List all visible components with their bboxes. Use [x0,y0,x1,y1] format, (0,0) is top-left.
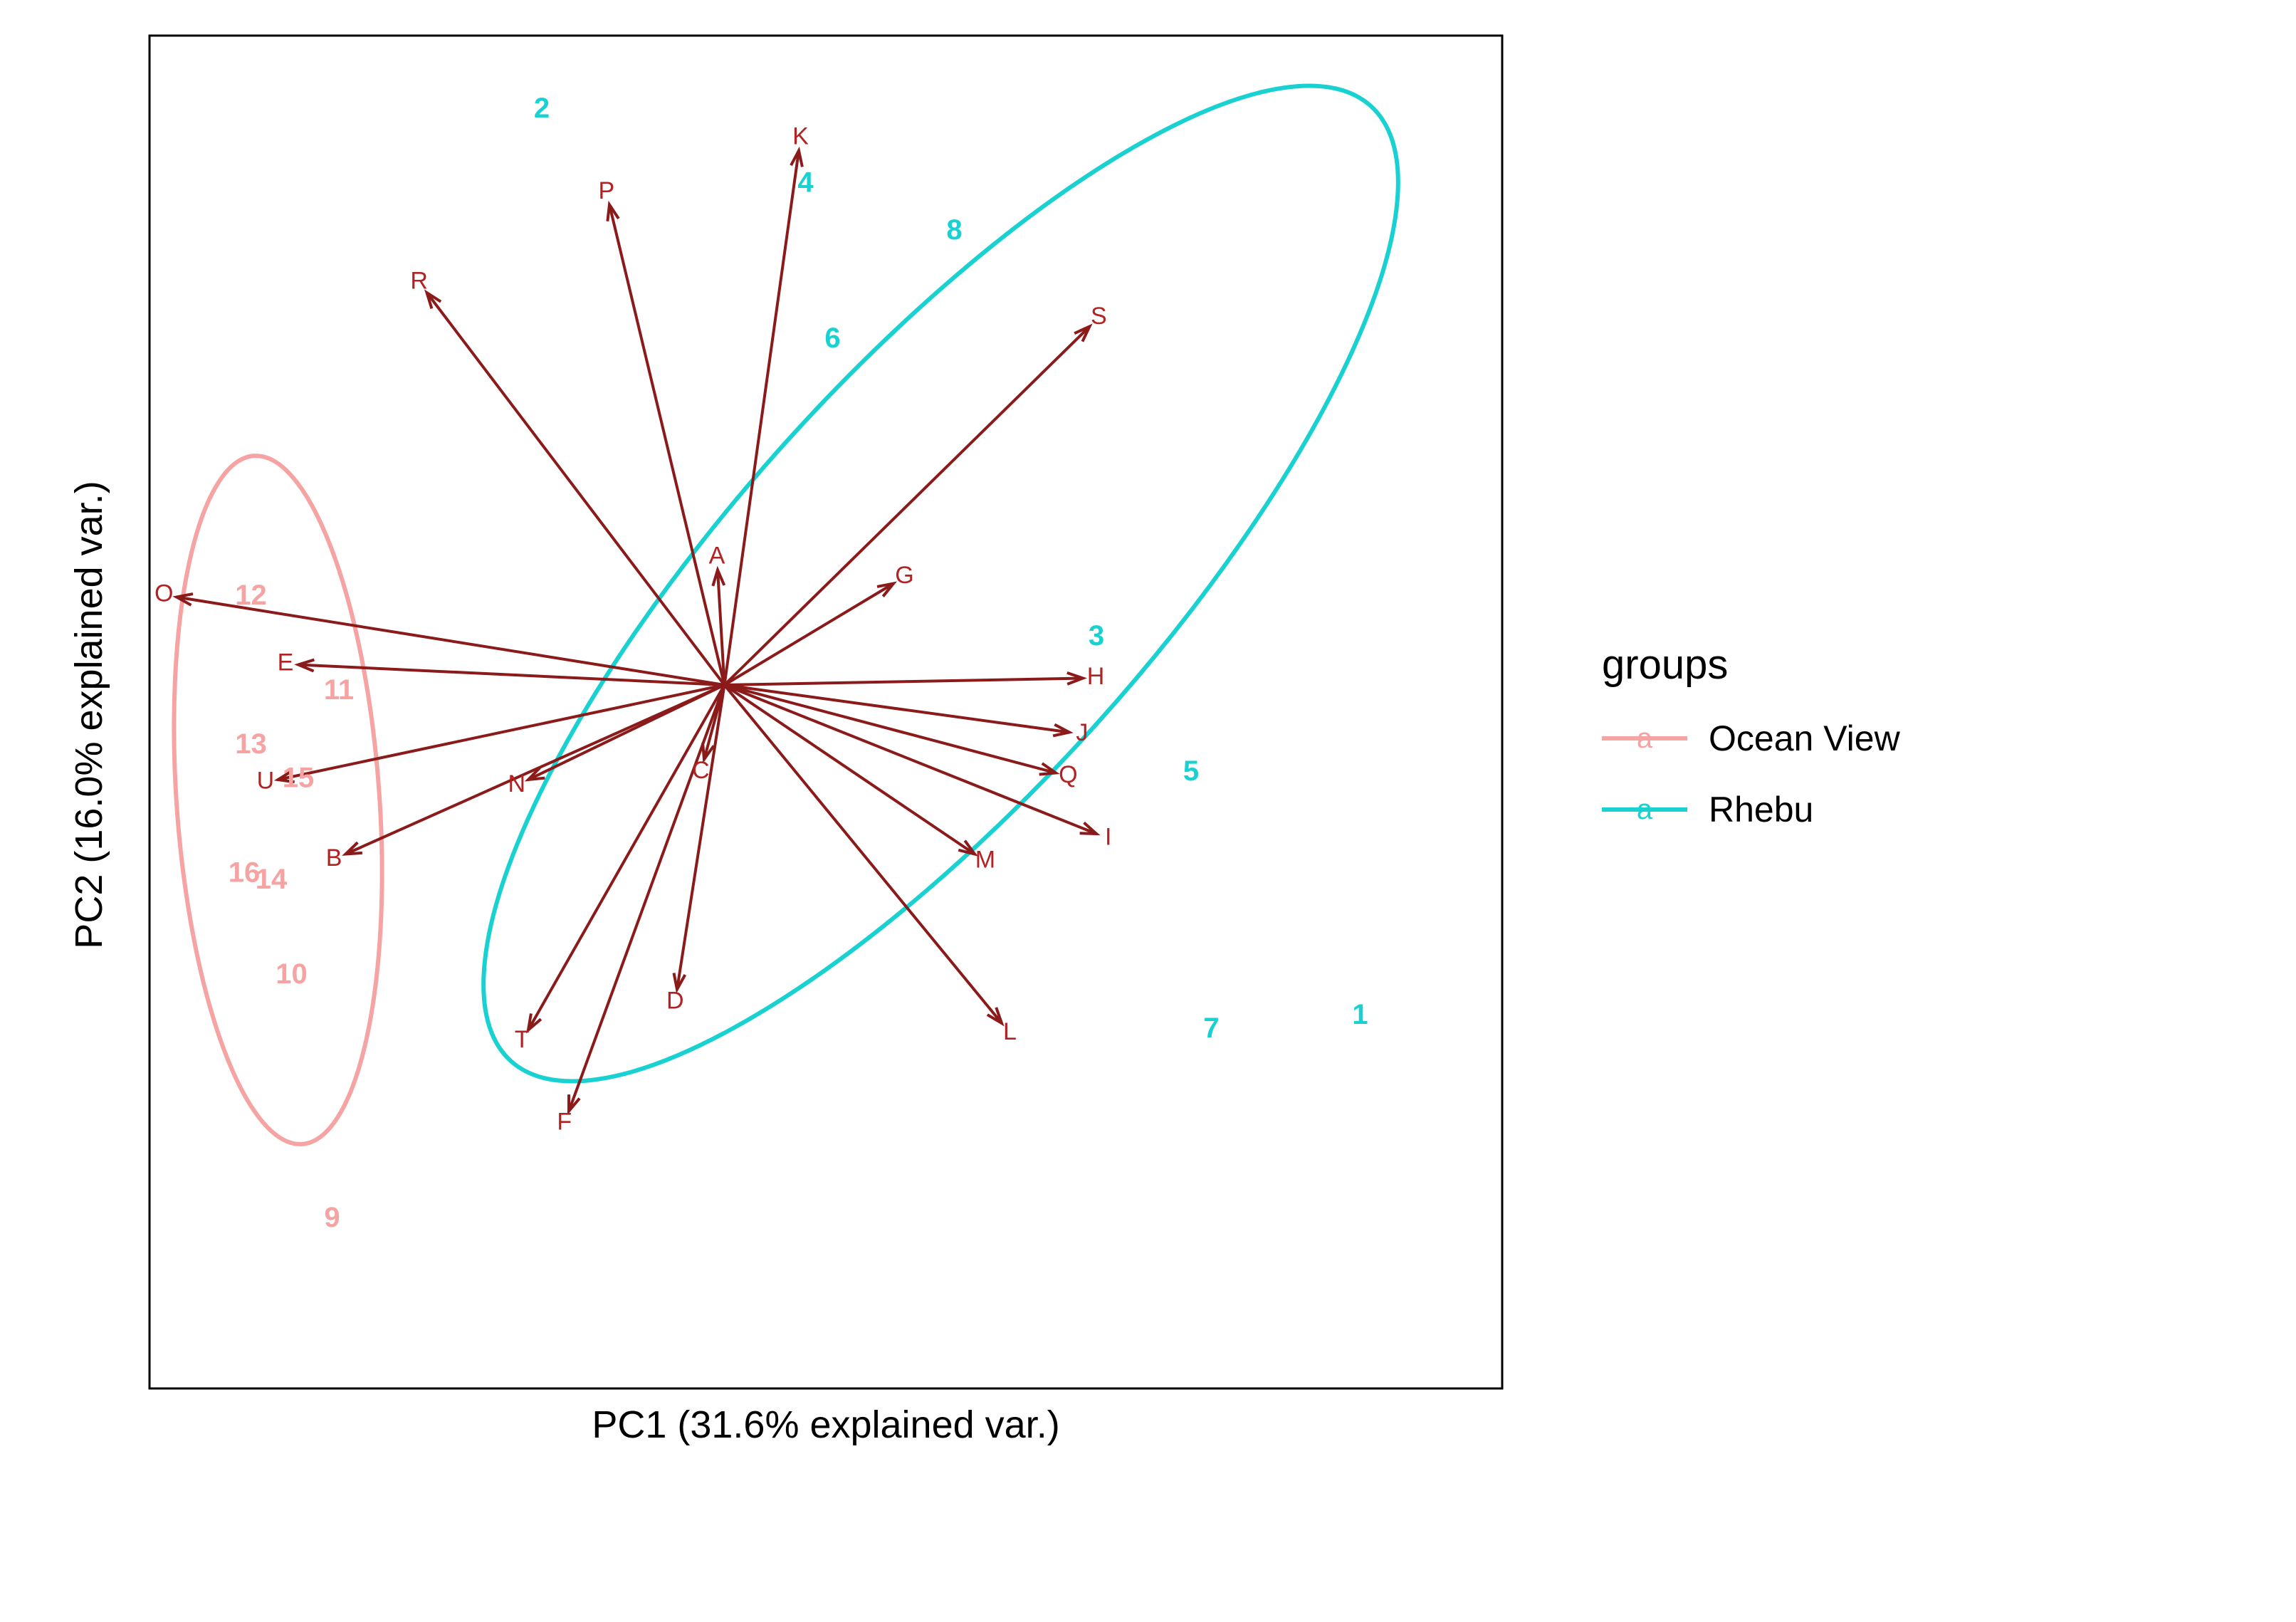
legend-swatch: a [1602,788,1687,831]
sample-point: 1 [1352,999,1368,1030]
loading-label: K [792,123,809,150]
loading-label: R [410,268,428,295]
sample-point: 2 [534,93,550,124]
legend-label: Ocean View [1709,718,1900,759]
sample-point: 13 [235,728,267,760]
loading-label: G [895,562,913,589]
legend: groups a Ocean View a Rhebu [1602,641,1900,831]
biplot-svg: OERUBNTFDCAPKGHJQIMLS1211131516141092468… [0,0,2296,1622]
legend-swatch-letter: a [1637,794,1652,826]
sample-point: 5 [1183,755,1199,787]
loading-label: B [326,844,342,872]
loading-label: D [666,987,684,1014]
legend-title: groups [1602,641,1900,689]
loading-label: H [1087,663,1105,690]
loading-label: A [709,543,725,570]
loading-label: L [1003,1018,1017,1045]
legend-label: Rhebu [1709,789,1813,830]
legend-swatch: a [1602,717,1687,760]
loading-label: O [154,580,173,607]
sample-point: 4 [797,167,814,199]
loading-label: M [975,847,995,874]
loading-label: I [1105,824,1111,851]
loading-label: P [598,177,614,204]
sample-point: 8 [946,214,962,246]
legend-swatch-letter: a [1637,723,1652,755]
sample-point: 7 [1203,1013,1219,1044]
loading-label: F [557,1108,572,1135]
sample-point: 15 [283,763,315,794]
legend-items: a Ocean View a Rhebu [1602,717,1900,831]
legend-item-ocean: a Ocean View [1602,717,1900,760]
loading-label: U [257,768,275,795]
sample-point: 11 [324,674,354,706]
loading-label: J [1076,719,1088,746]
loading-label: E [278,649,294,676]
sample-point: 9 [324,1202,340,1233]
loading-label: T [515,1026,530,1053]
sample-point: 12 [235,580,267,611]
sample-point: 14 [256,864,288,895]
sample-point: 10 [276,958,308,990]
loading-label: S [1091,303,1107,330]
page: PC2 (16.0% explained var.) PC1 (31.6% ex… [0,0,2296,1622]
sample-point: 6 [824,323,840,354]
loading-label: Q [1059,761,1077,788]
legend-item-rhebu: a Rhebu [1602,788,1900,831]
loading-label: C [692,757,710,784]
sample-point: 3 [1089,620,1104,652]
loading-label: N [508,770,526,797]
